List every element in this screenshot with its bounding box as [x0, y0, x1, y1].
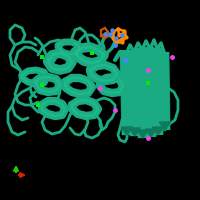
Polygon shape [152, 127, 164, 135]
Polygon shape [145, 129, 156, 137]
Polygon shape [121, 127, 132, 135]
Polygon shape [159, 122, 170, 130]
Polygon shape [129, 128, 140, 136]
Polygon shape [137, 130, 148, 138]
